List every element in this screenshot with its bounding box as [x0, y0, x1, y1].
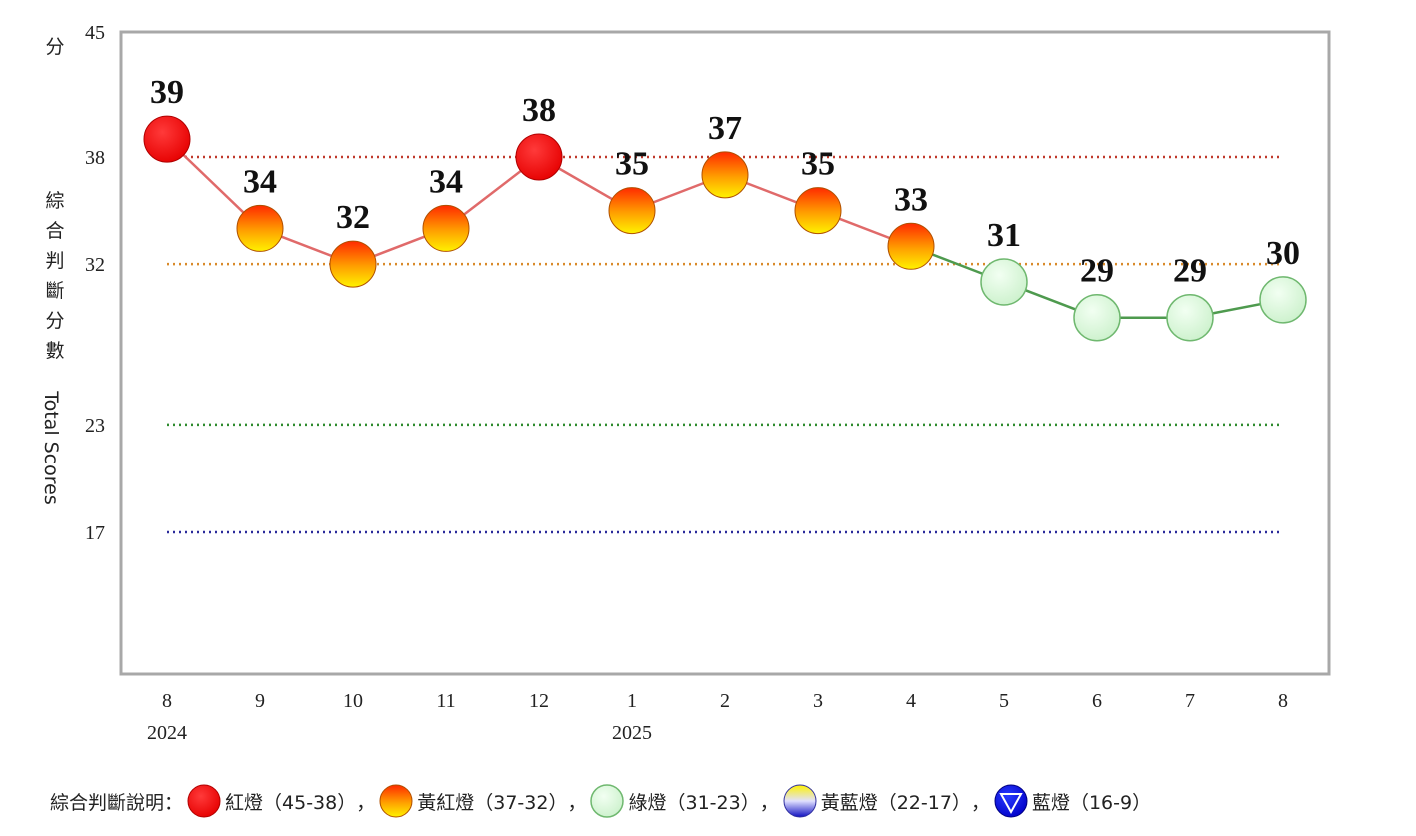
x-tick-label: 3 — [813, 690, 823, 712]
legend-item-green: 綠燈（31-23）， — [586, 783, 779, 819]
x-tick-label: 1 — [627, 690, 637, 712]
data-label: 37 — [708, 110, 742, 147]
x-year-label: 2024 — [147, 722, 187, 744]
data-label: 35 — [801, 146, 835, 183]
data-point-green — [980, 258, 1028, 306]
data-point-yellow-red — [608, 187, 656, 235]
legend-item-yellow-red: 黃紅燈（37-32）， — [375, 783, 586, 819]
series-points — [143, 115, 1307, 342]
data-point-yellow-red — [329, 240, 377, 288]
y-axis-label-char: 斷 — [45, 280, 64, 302]
x-tick-label: 6 — [1092, 690, 1102, 712]
data-label: 34 — [429, 163, 463, 200]
data-point-red — [515, 133, 563, 181]
legend-title: 綜合判斷說明： — [50, 791, 184, 814]
legend-label-red: 紅燈（45-38） — [225, 791, 357, 814]
data-point-green — [1166, 293, 1214, 342]
data-labels: 39 34 32 34 38 35 37 35 33 31 29 29 30 — [150, 74, 1300, 290]
yellow-blue-light-icon — [783, 784, 817, 818]
data-label: 30 — [1266, 235, 1300, 272]
data-label: 38 — [522, 92, 556, 129]
legend-label-yellow-blue: 黃藍燈（22-17） — [820, 791, 971, 814]
x-year-label: 2025 — [612, 722, 652, 744]
x-tick-label: 7 — [1185, 690, 1195, 712]
y-tick-label: 45 — [85, 22, 105, 44]
x-tick-label: 8 — [162, 690, 172, 712]
legend: 綜合判斷說明： 紅燈（45-38）， 黃紅燈（37-32）， 綠燈（31-23）… — [50, 783, 1151, 819]
legend-label-blue: 藍燈（16-9） — [1031, 791, 1152, 814]
data-label: 32 — [336, 199, 370, 236]
y-axis-label-en: Total Scores — [40, 390, 62, 505]
blue-light-icon — [994, 784, 1028, 818]
data-point-yellow-red — [422, 204, 470, 252]
y-tick-label: 38 — [85, 147, 105, 169]
legend-item-red: 紅燈（45-38）， — [183, 783, 375, 819]
data-point-red — [143, 115, 191, 163]
y-axis-unit: 分 — [45, 36, 64, 58]
x-tick-label: 2 — [720, 690, 730, 712]
y-axis-label-char: 判 — [45, 250, 64, 272]
data-point-yellow-red — [236, 204, 284, 252]
data-label: 29 — [1080, 253, 1114, 290]
legend-separator: ， — [356, 791, 376, 814]
green-light-icon — [590, 784, 625, 818]
data-label: 39 — [150, 74, 184, 111]
legend-label-green: 綠燈（31-23） — [628, 791, 760, 814]
x-tick-label: 5 — [999, 690, 1009, 712]
legend-separator: ， — [567, 791, 587, 814]
y-axis-label-char: 分 — [45, 310, 64, 332]
y-axis-label-char: 合 — [45, 220, 64, 242]
data-label: 33 — [894, 181, 928, 218]
x-tick-label: 12 — [529, 690, 549, 712]
red-light-icon — [187, 784, 221, 818]
data-point-green — [1259, 276, 1307, 324]
y-axis-label-char: 數 — [45, 340, 64, 362]
data-label: 35 — [615, 146, 649, 183]
x-tick-label: 4 — [906, 690, 916, 712]
plot-frame — [119, 30, 1331, 676]
data-label: 31 — [987, 217, 1021, 254]
legend-item-blue: 藍燈（16-9） — [990, 783, 1151, 819]
legend-separator: ， — [759, 791, 779, 814]
data-point-yellow-red — [887, 222, 935, 270]
x-tick-label: 9 — [255, 690, 265, 712]
y-tick-label: 23 — [85, 415, 105, 437]
x-tick-label: 11 — [436, 690, 455, 712]
x-tick-label: 8 — [1278, 690, 1288, 712]
y-axis-label-char: 綜 — [45, 190, 64, 212]
data-label: 34 — [243, 163, 277, 200]
legend-item-yellow-blue: 黃藍燈（22-17）， — [779, 783, 990, 819]
data-point-green — [1073, 293, 1121, 342]
data-point-yellow-red — [701, 151, 749, 199]
data-point-yellow-red — [794, 187, 842, 235]
y-tick-label: 17 — [85, 522, 105, 544]
x-tick-label: 10 — [343, 690, 363, 712]
y-ticks: 45 38 32 23 17 — [85, 22, 105, 544]
legend-label-yellow-red: 黃紅燈（37-32） — [417, 791, 568, 814]
y-tick-label: 32 — [85, 254, 105, 276]
yellow-red-light-icon — [379, 784, 413, 818]
legend-separator: ， — [970, 791, 990, 814]
data-label: 29 — [1173, 253, 1207, 290]
